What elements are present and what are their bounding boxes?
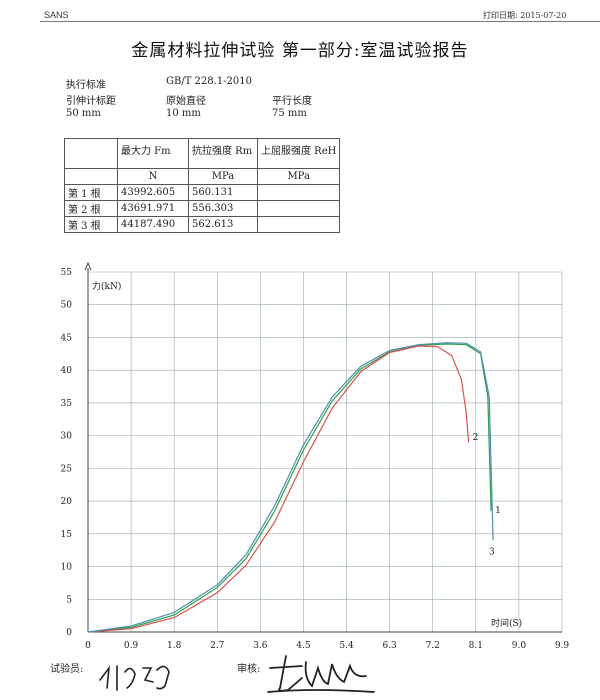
table-unit-cell: MPa: [256, 168, 341, 185]
report-title: 金属材料拉伸试验 第一部分:室温试验报告: [131, 41, 469, 61]
y-tick-label: 55: [61, 268, 73, 278]
reviewer-label: 审核:: [237, 664, 261, 675]
series-labels: 1 2 3: [473, 433, 501, 557]
table-row: 第 2 根 43691.971 556.303: [64, 200, 341, 217]
diameter-label: 原始直径: [166, 96, 206, 107]
reviewer-signature: [267, 655, 375, 693]
x-tick-label: 9.9: [555, 641, 570, 651]
standard-value: GB/T 228.1-2010: [166, 76, 253, 87]
header-rule: [40, 21, 600, 22]
series-line-3: [87, 342, 494, 633]
table-cell: 43691.971: [117, 200, 189, 217]
table-cell: [256, 216, 341, 233]
x-tick-label: 5.4: [339, 641, 354, 651]
y-tick-label: 25: [61, 464, 73, 474]
table-unit-cell: N: [117, 168, 189, 185]
x-tick-label: 6.3: [382, 641, 397, 651]
table-unit-cell: MPa: [188, 168, 258, 185]
table-cell: [256, 184, 341, 201]
chart-axes: [84, 261, 562, 633]
series-line-2: [87, 345, 470, 633]
x-tick-label: 0.9: [124, 641, 139, 651]
diameter-value: 10 mm: [166, 108, 201, 119]
results-table: 最大力 Fm 抗拉强度 Rm 上屈服强度 ReH N MPa MPa 第 1 根…: [64, 138, 341, 233]
print-date: 打印日期: 2015-07-20: [483, 11, 567, 20]
x-tick-label: 8.1: [469, 641, 483, 651]
series-label-3: 3: [489, 547, 495, 557]
y-axis-label: 力(kN): [92, 280, 121, 292]
y-tick-label: 20: [61, 497, 73, 507]
y-tick-label: 15: [61, 530, 73, 540]
chart-series: [87, 342, 494, 633]
table-row: 第 1 根 43992.605 560.131: [64, 184, 341, 201]
x-tick-label: 1.8: [167, 641, 182, 651]
series-label-2: 2: [473, 433, 479, 443]
table-cell: 第 3 根: [64, 216, 118, 233]
series-label-1: 1: [495, 506, 501, 516]
parallel-value: 75 mm: [272, 108, 307, 119]
table-header-cell: 抗拉强度 Rm: [188, 138, 258, 169]
table-header-cell: [64, 138, 118, 169]
table-cell: 43992.605: [117, 184, 189, 201]
y-tick-label: 5: [66, 595, 72, 605]
force-time-chart: 0 5 10 15 20 25 30 35 40 45 50 55 0 0.9 1.8 2.7 3.6 4.5 5…: [61, 261, 569, 651]
y-tick-label: 45: [61, 333, 73, 343]
x-tick-labels: 0 0.9 1.8 2.7 3.6 4.5 5.4 6.3 7.2 8.1 9.0 9.9: [85, 641, 569, 651]
tester-signature: [99, 665, 170, 691]
gauge-label: 引伸计标距: [66, 96, 116, 107]
table-row: 第 3 根 44187.490 562.613: [64, 216, 341, 233]
table-units-row: N MPa MPa: [64, 168, 341, 185]
y-tick-label: 50: [61, 301, 73, 311]
parallel-label: 平行长度: [272, 96, 312, 107]
table-cell: [256, 200, 341, 217]
y-tick-label: 35: [61, 399, 73, 409]
x-tick-label: 9.0: [512, 641, 527, 651]
x-tick-label: 3.6: [253, 641, 268, 651]
tester-label: 试验员:: [50, 664, 84, 675]
y-tick-label: 40: [61, 366, 73, 376]
x-tick-label: 0: [85, 641, 91, 651]
x-axis-label: 时间(S): [491, 617, 522, 629]
table-cell: 562.613: [188, 216, 258, 233]
table-header-cell: 最大力 Fm: [117, 138, 189, 169]
table-cell: 556.303: [188, 200, 258, 217]
table-cell: 560.131: [188, 184, 258, 201]
table-cell: 第 1 根: [64, 184, 118, 201]
standard-label: 执行标准: [66, 80, 106, 91]
y-tick-labels: 0 5 10 15 20 25 30 35 40 45 50 55: [61, 268, 73, 638]
y-tick-label: 0: [66, 628, 72, 638]
y-tick-label: 10: [61, 563, 73, 573]
gauge-value: 50 mm: [66, 108, 101, 119]
x-tick-label: 4.5: [296, 641, 311, 651]
y-axis-arrow: [84, 261, 92, 271]
table-header-cell: 上屈服强度 ReH: [256, 138, 341, 169]
table-unit-cell: [64, 168, 118, 185]
x-tick-label: 7.2: [426, 641, 440, 651]
series-line-1: [87, 343, 492, 633]
chart-grid: [88, 271, 563, 632]
y-tick-label: 30: [61, 432, 73, 442]
table-cell: 44187.490: [117, 216, 189, 233]
x-tick-label: 2.7: [210, 641, 225, 651]
table-cell: 第 2 根: [64, 200, 118, 217]
software-label: SANS: [44, 10, 69, 20]
table-header-row: 最大力 Fm 抗拉强度 Rm 上屈服强度 ReH: [64, 138, 341, 169]
